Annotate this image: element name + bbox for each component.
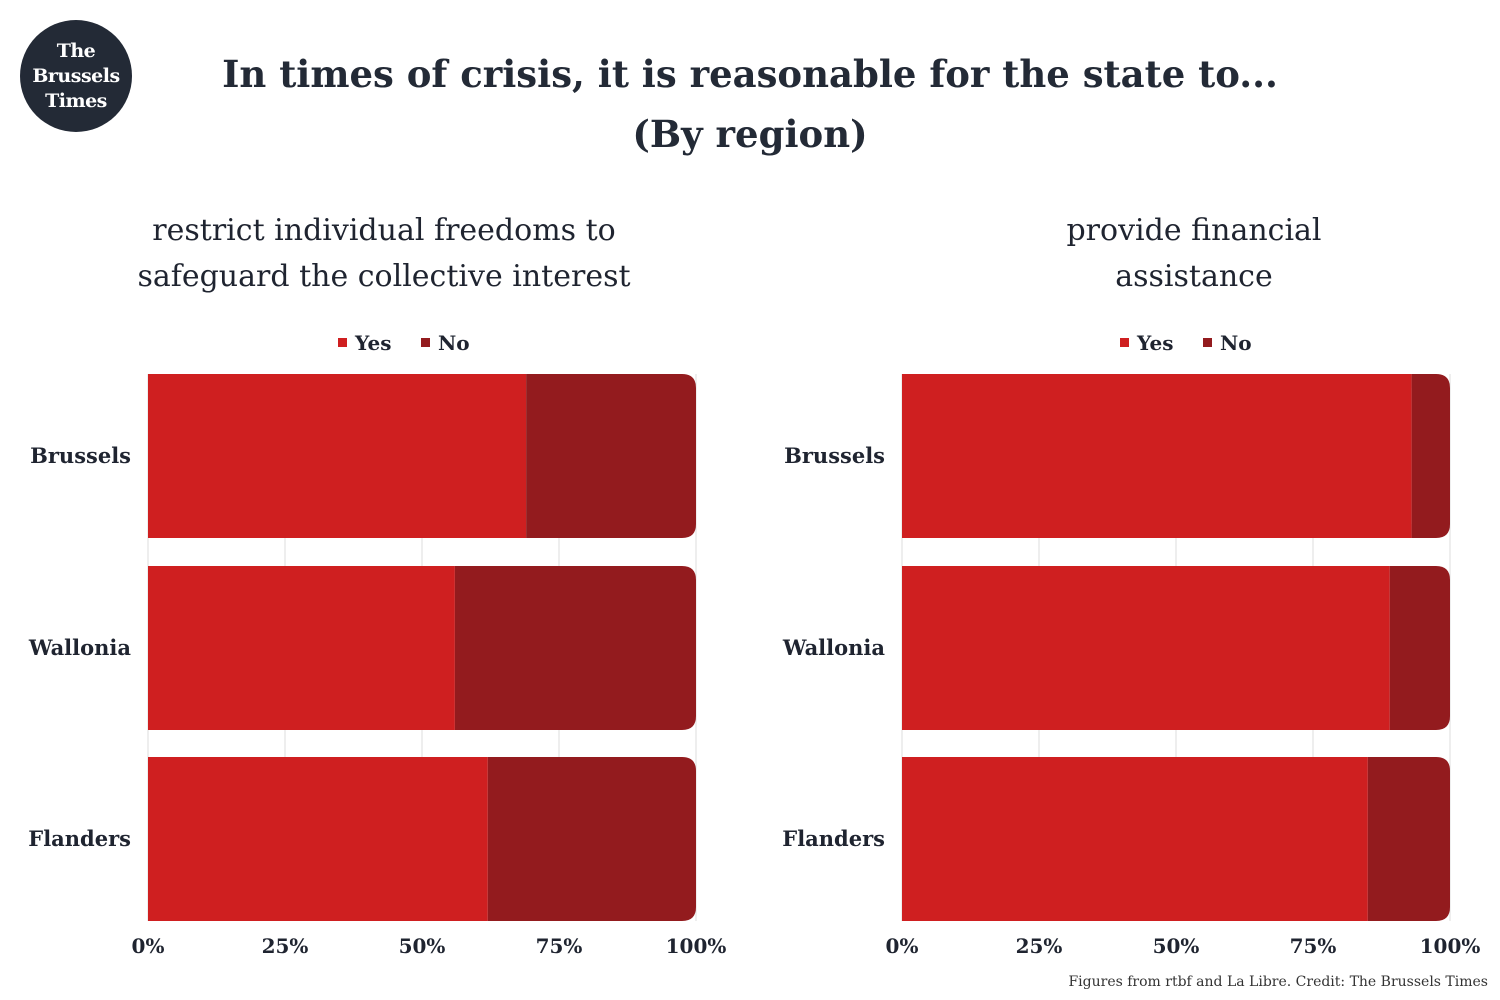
category-label-brussels: Brussels — [784, 443, 885, 468]
legend-label-yes: Yes — [1136, 331, 1174, 355]
bar-yes-brussels — [148, 374, 527, 538]
legend-swatch-yes — [1120, 338, 1129, 347]
x-tick-label: 0% — [886, 934, 919, 958]
legend-swatch-yes — [338, 338, 347, 347]
bar-no-wallonia — [454, 566, 696, 730]
chart-panel-financial: provide financial assistance Yes No 0% 25% 50%… — [782, 213, 1481, 958]
x-tick-label: 50% — [399, 934, 446, 958]
source-credit: Figures from rtbf and La Libre. Credit: … — [1068, 974, 1488, 990]
category-label-wallonia: Wallonia — [782, 635, 886, 660]
logo-line-2: Brussels — [32, 64, 120, 87]
x-tick-label: 50% — [1153, 934, 1200, 958]
subtitle-line-1: provide financial — [1066, 213, 1321, 248]
bar-yes-flanders — [148, 757, 488, 921]
legend-label-no: No — [1220, 331, 1252, 355]
legend-swatch-no — [421, 338, 430, 347]
x-tick-label: 25% — [1016, 934, 1063, 958]
x-tick-label: 100% — [666, 934, 727, 958]
category-label-flanders: Flanders — [28, 826, 131, 851]
bar-yes-wallonia — [148, 566, 455, 730]
brussels-times-logo: The Brussels Times — [20, 20, 132, 132]
bar-no-flanders — [1367, 757, 1450, 921]
x-tick-label: 75% — [536, 934, 583, 958]
bar-no-brussels — [526, 374, 696, 538]
bar-no-flanders — [487, 757, 696, 921]
logo-line-1: The — [56, 39, 96, 62]
x-tick-label: 25% — [262, 934, 309, 958]
logo-line-3: Times — [45, 89, 107, 112]
category-label-brussels: Brussels — [30, 443, 131, 468]
subtitle-line-1: restrict individual freedoms to — [152, 213, 615, 248]
x-tick-label: 75% — [1290, 934, 1337, 958]
x-tick-label: 0% — [132, 934, 165, 958]
legend-swatch-no — [1203, 338, 1212, 347]
x-tick-label: 100% — [1420, 934, 1481, 958]
subtitle-line-2: assistance — [1115, 259, 1273, 294]
bar-no-brussels — [1411, 374, 1450, 538]
chart-panel-freedoms: restrict individual freedoms to safeguard… — [28, 213, 727, 958]
chart-title-line-2: (By region) — [632, 112, 868, 156]
bar-yes-wallonia — [902, 566, 1390, 730]
bar-yes-flanders — [902, 757, 1368, 921]
bar-no-wallonia — [1389, 566, 1450, 730]
legend-label-no: No — [438, 331, 470, 355]
chart-title-line-1: In times of crisis, it is reasonable for… — [222, 52, 1278, 96]
legend-label-yes: Yes — [354, 331, 392, 355]
category-label-wallonia: Wallonia — [28, 635, 132, 660]
category-label-flanders: Flanders — [782, 826, 885, 851]
bar-yes-brussels — [902, 374, 1412, 538]
subtitle-line-2: safeguard the collective interest — [137, 259, 630, 294]
